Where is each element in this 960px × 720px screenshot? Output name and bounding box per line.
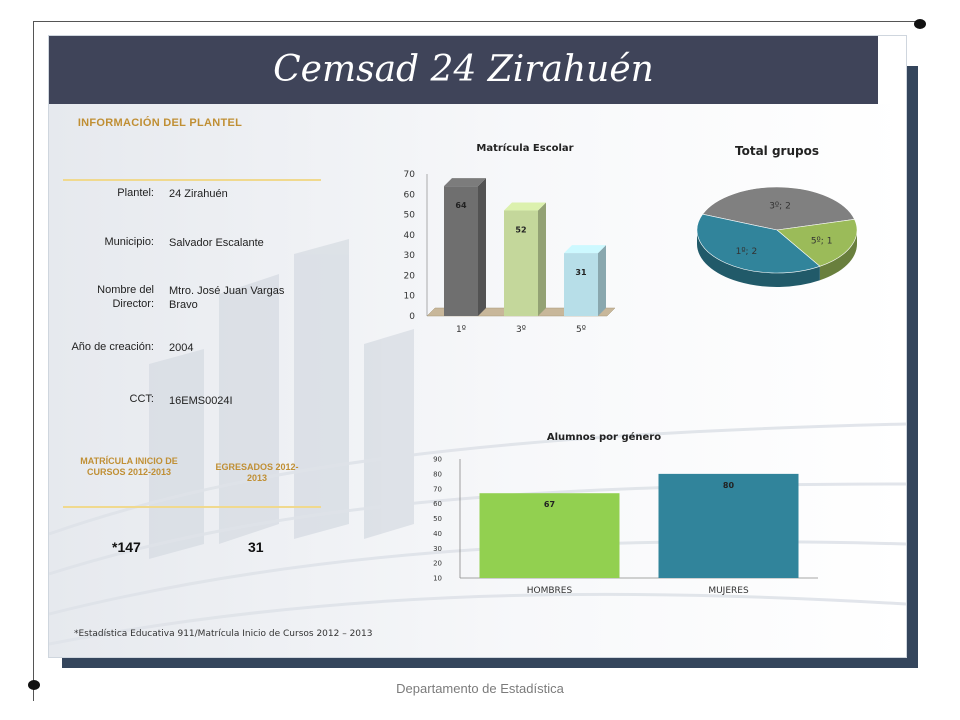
- y-tick-label: 60: [404, 190, 416, 200]
- data-label: 64: [455, 201, 467, 210]
- y-tick-label: 40: [404, 231, 416, 241]
- y-tick-label: 10: [404, 292, 416, 302]
- y-tick-label: 70: [433, 485, 442, 493]
- y-tick-label: 70: [404, 170, 416, 180]
- pie-slice-side: [819, 230, 857, 281]
- x-tick-label: 1º: [456, 325, 466, 335]
- pie-slice: [702, 186, 855, 231]
- corner-dot-top: [914, 19, 926, 29]
- y-tick-label: 60: [433, 500, 442, 508]
- director-label: Nombre del Director:: [97, 284, 154, 310]
- y-tick-label: 0: [409, 312, 415, 322]
- bar-side: [598, 245, 606, 316]
- data-label: 67: [544, 500, 555, 509]
- bar: [564, 253, 598, 316]
- y-tick-label: 80: [433, 470, 442, 478]
- info-divider: [63, 179, 321, 181]
- chart-title: Total grupos: [735, 144, 819, 158]
- pie-slice: [696, 213, 821, 274]
- pie-label: 3º; 2: [769, 201, 791, 211]
- egresados-heading: EGRESADOS 2012-2013: [215, 462, 299, 483]
- title-band: Cemsad 24 Zirahuén: [49, 36, 878, 104]
- egresados-value: 31: [248, 539, 264, 555]
- y-tick-label: 50: [404, 211, 416, 221]
- bar: [504, 210, 538, 316]
- pie-slice: [776, 218, 858, 267]
- footnote: *Estadística Educativa 911/Matrícula Ini…: [74, 629, 373, 639]
- cct-label: CCT:: [129, 393, 154, 405]
- genero-chart: Alumnos por género 10 20 30 40 50 60 70 80 90 67…: [433, 431, 818, 596]
- bar: [479, 493, 620, 578]
- grupos-chart: Total grupos 3º; 2 5º; 1 1º; 2: [696, 144, 858, 287]
- bar-top: [504, 202, 546, 211]
- pie-label: 5º; 1: [811, 236, 833, 246]
- data-label: 52: [515, 226, 526, 235]
- corner-dot-bottom: [28, 680, 40, 690]
- bar-top: [564, 245, 606, 254]
- page-title: Cemsad 24 Zirahuén: [273, 49, 654, 90]
- bar-side: [538, 202, 546, 316]
- plantel-label: Plantel:: [117, 187, 154, 199]
- municipio-value: Salvador Escalante: [169, 237, 264, 249]
- y-tick-label: 90: [433, 456, 442, 464]
- info-heading: INFORMACIÓN DEL PLANTEL: [77, 117, 243, 129]
- y-tick-label: 40: [433, 530, 442, 538]
- frame-outline: [33, 21, 920, 701]
- anio-label: Año de creación:: [71, 341, 154, 353]
- stats-divider: [63, 506, 321, 508]
- municipio-label: Municipio:: [104, 236, 154, 248]
- matricula-chart: Matrícula Escolar 0 10 20 30 40 50 60 70 64 1º 52…: [404, 142, 616, 335]
- matricula-value: *147: [112, 539, 141, 555]
- bar-side: [478, 178, 486, 316]
- data-label: 80: [723, 481, 735, 490]
- y-tick-label: 20: [404, 271, 416, 281]
- x-tick-label: MUJERES: [708, 586, 749, 596]
- matricula-heading: MATRÍCULA INICIO DE CURSOS 2012-2013: [80, 456, 178, 477]
- bar-top: [444, 178, 486, 187]
- pie-label: 1º; 2: [736, 247, 758, 257]
- plantel-value: 24 Zirahuén: [169, 188, 228, 200]
- y-tick-label: 30: [404, 251, 416, 261]
- bar: [444, 186, 478, 316]
- chart-title: Alumnos por género: [547, 431, 661, 443]
- chart-title: Matrícula Escolar: [476, 142, 573, 154]
- anio-value: 2004: [169, 342, 194, 354]
- cct-value: 16EMS0024I: [169, 395, 233, 407]
- footer-department: Departamento de Estadística: [396, 681, 564, 696]
- director-value: Mtro. José Juan Vargas Bravo: [169, 285, 285, 311]
- bar: [658, 473, 799, 578]
- y-tick-label: 10: [433, 575, 442, 583]
- x-tick-label: HOMBRES: [527, 586, 573, 596]
- x-tick-label: 5º: [576, 325, 586, 335]
- data-label: 31: [575, 268, 587, 277]
- y-tick-label: 50: [433, 515, 442, 523]
- x-tick-label: 3º: [516, 325, 526, 335]
- y-tick-label: 20: [433, 560, 442, 568]
- y-tick-label: 30: [433, 545, 442, 553]
